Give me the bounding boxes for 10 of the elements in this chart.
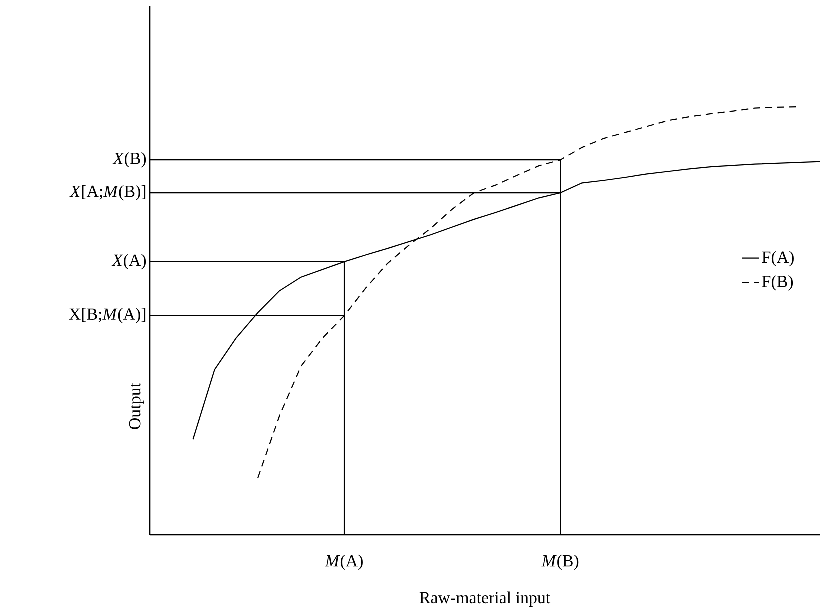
legend-label: F(B) — [762, 275, 794, 291]
annotation: X(A) — [112, 254, 146, 270]
x-tick-label: M(A) — [325, 554, 363, 570]
annotation: X[B;M(A)] — [69, 308, 146, 324]
x-tick-label: M(B) — [542, 554, 579, 570]
x-axis-title: Raw-material input — [420, 592, 551, 608]
y-axis-title: Output — [129, 383, 144, 430]
annotation: X(B) — [112, 152, 146, 168]
legend-label: F(A) — [762, 251, 794, 267]
annotation: X[A;M(B)] — [70, 185, 146, 201]
